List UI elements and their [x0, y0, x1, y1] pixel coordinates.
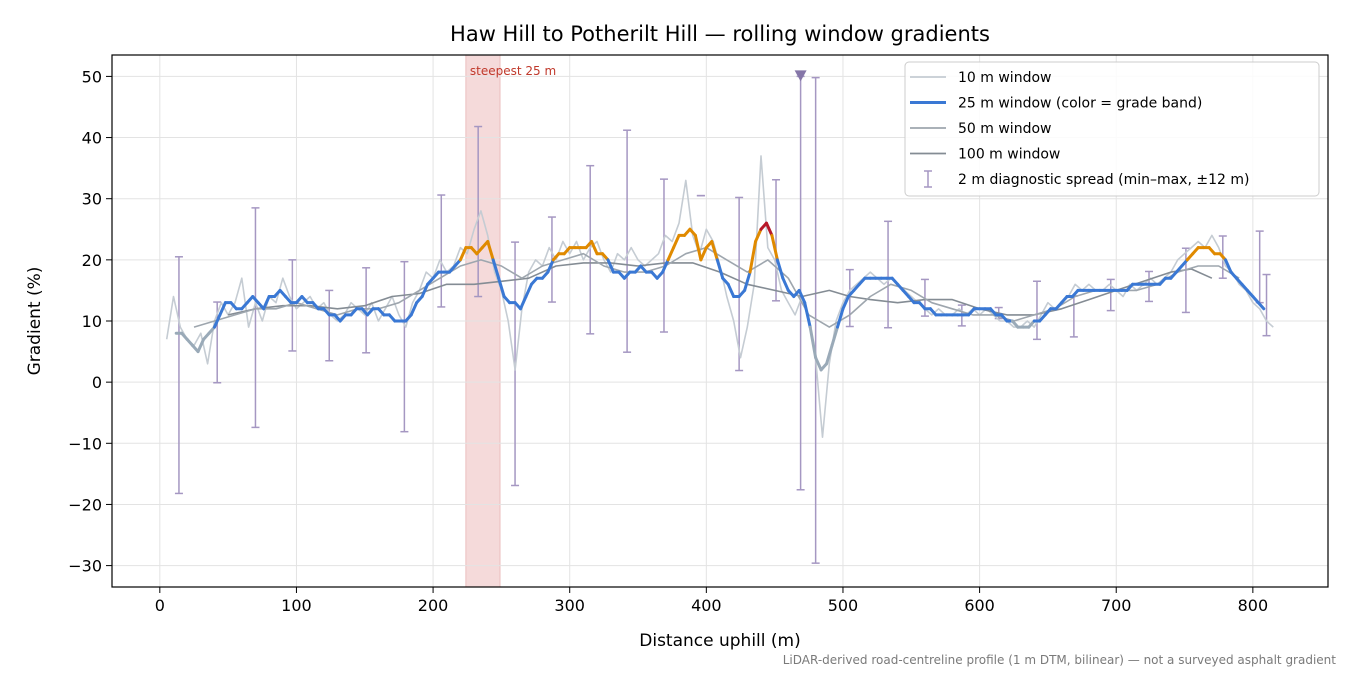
series-25m-segment: [546, 258, 555, 274]
series-25m-segment: [770, 233, 779, 262]
series-25m-segment: [409, 301, 419, 317]
series-25m-segment: [797, 288, 807, 305]
series-25m-segment: [748, 240, 758, 274]
series-25m-segment: [524, 282, 533, 299]
x-tick-label: 400: [691, 596, 722, 615]
y-tick-label: 40: [82, 129, 102, 148]
x-axis-label: Distance uphill (m): [639, 631, 800, 651]
series-25m-segment: [196, 337, 206, 354]
series-25m-segment: [420, 282, 430, 299]
y-tick-label: 50: [82, 67, 102, 86]
legend-label: 2 m diagnostic spread (min–max, ±12 m): [958, 172, 1249, 188]
y-tick-label: −30: [68, 557, 102, 576]
series-25m-segment: [486, 240, 495, 262]
series-25m-segment: [458, 246, 468, 262]
x-tick-label: 700: [1101, 596, 1132, 615]
y-tick-label: 20: [82, 251, 102, 270]
series-25m-segment: [803, 301, 812, 329]
legend-label: 10 m window: [958, 70, 1051, 86]
series-25m-segment: [754, 227, 763, 244]
series-25m-segment: [836, 307, 845, 329]
series-25m-segment: [661, 258, 670, 274]
chart-title: Haw Hill to Potherilt Hill — rolling win…: [450, 22, 990, 46]
y-axis-label: Gradient (%): [25, 267, 45, 376]
footnote: LiDAR-derived road-centreline profile (1…: [783, 653, 1337, 667]
plot-area: steepest 25 m0 100 200 300 400 500 600 700 800−3…: [68, 54, 1329, 615]
series-25m-segment: [825, 343, 834, 366]
series-25m-segment: [218, 301, 227, 317]
x-tick-label: 800: [1238, 596, 1269, 615]
steepest-label: steepest 25 m: [470, 64, 556, 78]
legend-label: 100 m window: [958, 147, 1060, 163]
y-tick-label: −20: [68, 495, 102, 514]
series-25m-segment: [491, 258, 501, 280]
x-tick-label: 200: [418, 596, 449, 615]
series-25m-segment: [715, 258, 725, 280]
legend-label: 25 m window (color = grade band): [958, 96, 1202, 112]
series-25m-segment: [590, 240, 599, 256]
legend-label: 50 m window: [958, 121, 1051, 137]
series-25m-segment: [830, 325, 840, 347]
y-tick-label: 30: [82, 190, 102, 209]
series-25m-segment: [781, 276, 790, 292]
y-tick-label: 10: [82, 312, 102, 331]
series-25m-segment: [212, 313, 222, 329]
peak-marker-triangle: [794, 70, 807, 82]
series-25m-segment: [699, 246, 708, 262]
series-25m-segment: [808, 325, 818, 360]
y-tick-label: −10: [68, 434, 102, 453]
series-25m-segment: [775, 258, 785, 280]
legend: 10 m window 25 m window (color = grade ba…: [904, 61, 1320, 197]
x-tick-label: 0: [155, 596, 165, 615]
x-tick-label: 100: [281, 596, 312, 615]
legend-box: [904, 61, 1320, 197]
series-25m-segment: [519, 295, 528, 311]
series-25m-segment: [1224, 258, 1233, 274]
series-25m-segment: [743, 270, 752, 292]
series-25m-segment: [672, 233, 681, 250]
series-25m-segment: [262, 295, 271, 311]
series-25m-segment: [606, 258, 615, 274]
series-25m-segment: [814, 356, 823, 372]
series-25m-segment: [764, 221, 774, 237]
series-25m-segment: [1256, 301, 1266, 311]
series-25m-segment: [497, 276, 506, 299]
y-tick-label: 0: [92, 373, 102, 392]
x-tick-label: 500: [828, 596, 859, 615]
series-25m-segment: [710, 240, 719, 262]
series-25m-segment: [841, 295, 850, 311]
series-25m-segment: [693, 233, 703, 262]
series-25m-segment: [666, 246, 676, 262]
series-25m-segment: [726, 282, 736, 299]
x-tick-label: 300: [554, 596, 585, 615]
series-group: [165, 75, 1274, 564]
x-tick-label: 600: [964, 596, 995, 615]
